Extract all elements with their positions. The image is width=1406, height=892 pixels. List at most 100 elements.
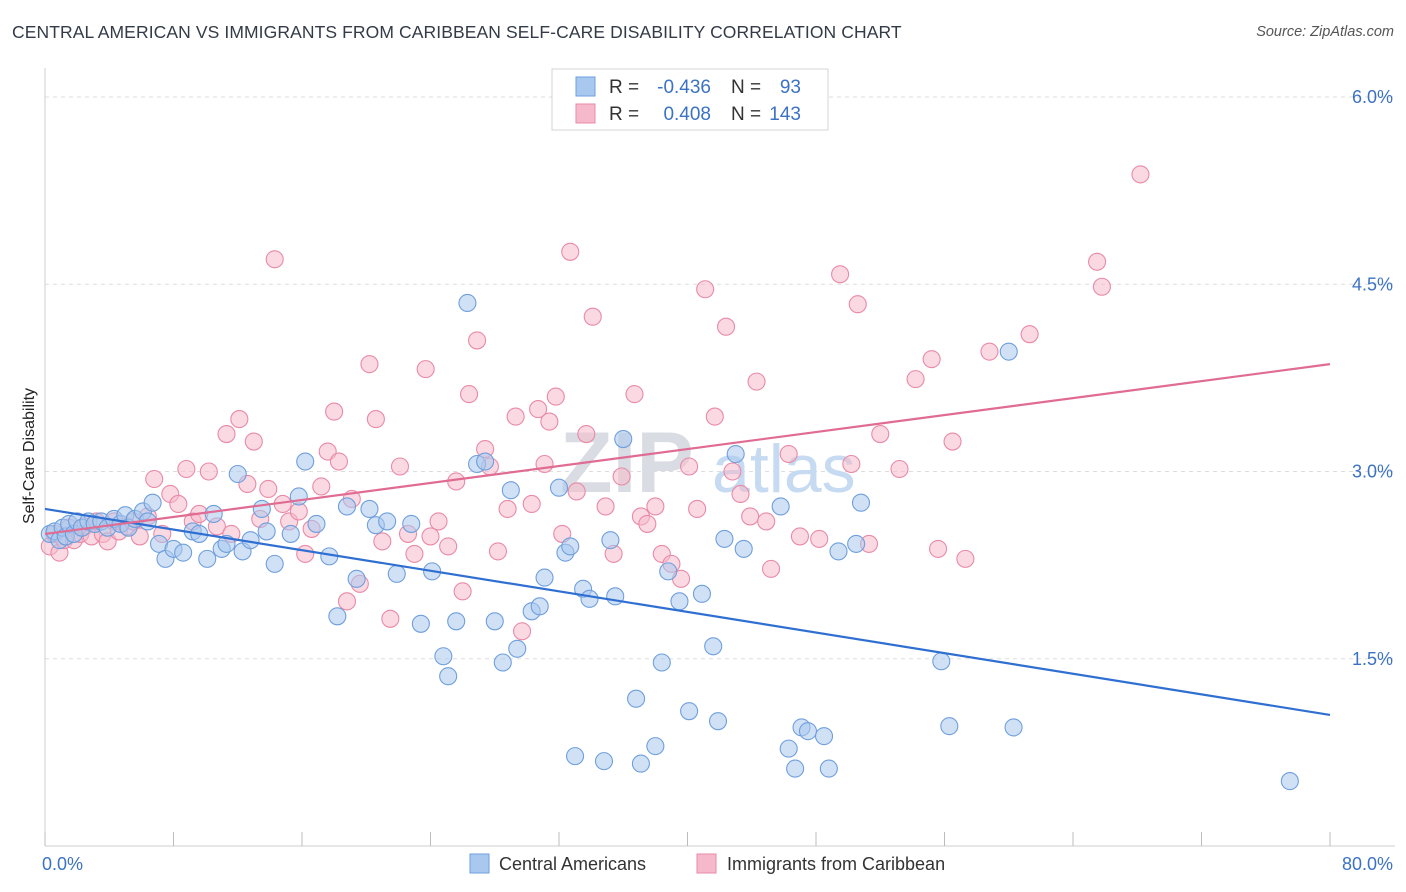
point-central-american-35: [257, 522, 276, 541]
point-caribbean-29: [230, 410, 249, 429]
y-tick-label-1: 3.0%: [1352, 462, 1393, 482]
point-caribbean-99: [779, 444, 798, 464]
legend-box: [551, 68, 829, 131]
point-central-american-49: [402, 514, 421, 533]
point-caribbean-69: [529, 400, 548, 419]
point-central-american-72: [601, 531, 620, 550]
point-central-american-55: [458, 293, 477, 313]
point-caribbean-58: [447, 472, 466, 491]
point-central-american-77: [646, 737, 665, 756]
point-central-american-83: [704, 637, 723, 656]
point-caribbean-91: [705, 407, 724, 426]
point-central-american-52: [434, 647, 453, 666]
grid-lines: [45, 96, 1395, 660]
point-caribbean-115: [1088, 252, 1107, 271]
point-caribbean-53: [405, 544, 424, 563]
point-central-american-89: [779, 739, 798, 758]
point-caribbean-92: [716, 317, 736, 336]
point-caribbean-65: [498, 499, 517, 519]
point-central-american-100: [999, 342, 1018, 361]
point-caribbean-64: [488, 542, 508, 561]
point-caribbean-95: [741, 507, 760, 526]
point-central-american-71: [594, 752, 614, 771]
point-central-american-65: [549, 478, 569, 497]
point-caribbean-90: [696, 280, 715, 299]
bottom-legend-swatch-blue: [469, 853, 490, 874]
point-caribbean-117: [1131, 165, 1150, 184]
point-caribbean-106: [871, 424, 890, 444]
bottom-legend-label-1: Central Americans: [499, 854, 646, 874]
point-caribbean-68: [522, 494, 541, 514]
point-caribbean-57: [439, 537, 458, 556]
point-caribbean-60: [459, 385, 479, 404]
point-caribbean-49: [373, 532, 392, 551]
point-caribbean-96: [747, 372, 766, 391]
point-caribbean-76: [577, 424, 596, 444]
y-tick-label-0: 1.5%: [1352, 649, 1393, 669]
correlation-legend: R = -0.436 N = 93 R = 0.408 N = 143: [551, 68, 829, 131]
x-tick-labels: 0.0% 80.0%: [42, 854, 1393, 874]
point-caribbean-40: [312, 477, 331, 496]
point-central-american-50: [411, 614, 430, 633]
point-central-american-57: [476, 452, 495, 471]
point-central-american-70: [580, 589, 599, 608]
point-central-american-79: [659, 562, 678, 581]
point-central-american-54: [447, 612, 466, 631]
point-caribbean-50: [381, 609, 400, 628]
point-caribbean-81: [625, 385, 644, 404]
point-central-american-53: [439, 667, 458, 686]
point-caribbean-97: [757, 512, 776, 531]
legend-r-value-2: 0.408: [663, 104, 711, 125]
axes: [44, 68, 1395, 847]
point-central-american-102: [1280, 772, 1299, 791]
point-central-american-45: [360, 499, 379, 519]
point-caribbean-33: [259, 479, 278, 499]
point-central-american-99: [940, 717, 959, 736]
point-central-american-27: [198, 549, 217, 568]
point-caribbean-108: [906, 370, 925, 389]
point-central-american-39: [296, 452, 315, 471]
point-caribbean-27: [217, 424, 236, 444]
point-caribbean-59: [453, 582, 472, 601]
point-central-american-97: [851, 493, 871, 512]
point-caribbean-113: [980, 342, 999, 361]
point-caribbean-67: [513, 622, 532, 641]
point-central-american-88: [771, 497, 790, 516]
point-central-american-78: [652, 653, 671, 672]
point-caribbean-43: [329, 452, 348, 471]
point-caribbean-70: [535, 454, 554, 474]
point-caribbean-77: [583, 307, 602, 326]
legend-n-label-1: N =: [731, 77, 761, 98]
series-caribbean-points: [40, 165, 1150, 641]
point-caribbean-84: [646, 497, 665, 516]
point-caribbean-31: [244, 432, 263, 451]
y-tick-labels: 1.5% 3.0% 4.5% 6.0%: [1352, 87, 1393, 669]
point-caribbean-116: [1092, 277, 1111, 296]
point-caribbean-114: [1020, 325, 1039, 344]
legend-n-label-2: N =: [731, 104, 761, 125]
chart-title: CENTRAL AMERICAN VS IMMIGRANTS FROM CARI…: [12, 22, 902, 42]
legend-swatch-pink: [575, 103, 596, 124]
point-central-american-60: [501, 481, 520, 500]
source-credit: Source: ZipAtlas.com: [1256, 24, 1394, 40]
point-caribbean-109: [922, 350, 941, 369]
point-caribbean-101: [810, 529, 829, 548]
bottom-legend-swatch-pink: [696, 853, 717, 874]
point-caribbean-110: [929, 539, 948, 558]
legend-r-label-1: R =: [609, 77, 639, 98]
point-central-american-48: [387, 564, 406, 583]
point-central-american-47: [378, 512, 397, 531]
point-central-american-34: [252, 499, 271, 519]
legend-n-value-1: 93: [780, 77, 801, 98]
watermark: ZIP atlas: [560, 415, 856, 511]
x-tick-label-1: 80.0%: [1342, 854, 1393, 874]
point-central-american-93: [814, 727, 834, 746]
point-caribbean-56: [429, 512, 448, 531]
point-caribbean-18: [145, 469, 164, 489]
point-caribbean-21: [169, 494, 188, 514]
point-central-american-37: [281, 524, 300, 543]
point-central-american-28: [204, 504, 223, 523]
bottom-legend-label-2: Immigrants from Caribbean: [727, 854, 945, 874]
series-central-american-points: [40, 293, 1299, 791]
point-central-american-24: [174, 543, 193, 562]
